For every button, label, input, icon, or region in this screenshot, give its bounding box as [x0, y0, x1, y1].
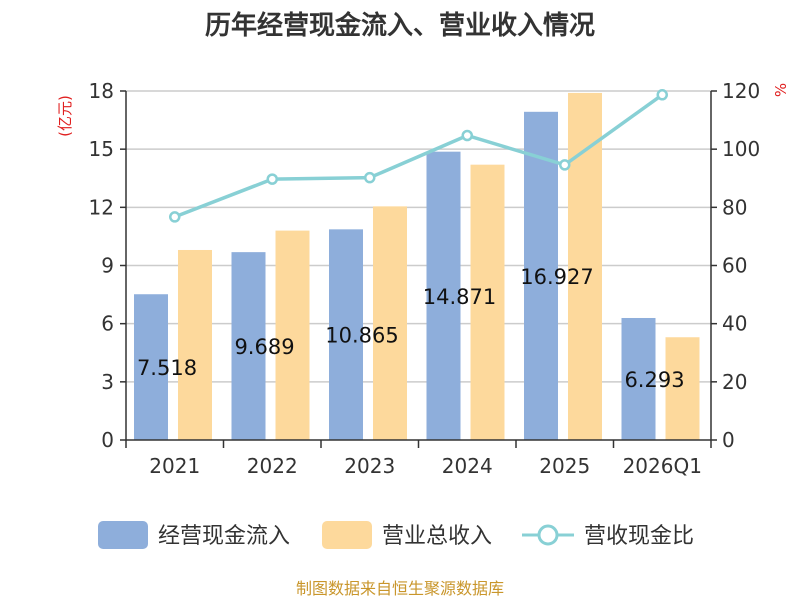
- right-tick-label: 20: [722, 370, 747, 394]
- x-tick-label: 2021: [149, 454, 200, 478]
- ratio-line-path: [174, 93, 664, 219]
- legend: 经营现金流入 营业总收入 营收现金比: [98, 521, 694, 549]
- left-tick-label: 3: [101, 370, 114, 394]
- left-axis-unit: (亿元): [56, 95, 74, 137]
- left-tick-label: 0: [101, 428, 114, 452]
- ratio-point: [656, 89, 668, 101]
- bar-revenue: [373, 206, 407, 440]
- right-tick-label: 80: [722, 195, 747, 219]
- left-tick-label: 15: [89, 137, 114, 161]
- source-note: 制图数据来自恒生聚源数据库: [296, 579, 504, 598]
- right-tick-label: 40: [722, 312, 747, 336]
- bar-cash-inflow: [231, 252, 266, 440]
- x-tick-label: 2022: [247, 454, 298, 478]
- bar-cash-inflow: [524, 111, 558, 441]
- bar-cash-inflow: [329, 229, 363, 440]
- left-tick-label: 18: [89, 79, 114, 103]
- ratio-point: [266, 173, 278, 185]
- bar-cash-inflow: [426, 151, 461, 440]
- bar-cash-inflow: [621, 317, 656, 440]
- ratio-point: [364, 171, 376, 184]
- legend-label-revenue: 营业总收入: [382, 524, 492, 549]
- left-tick-label: 12: [89, 195, 114, 219]
- data-label-cash-inflow: 14.871: [423, 285, 496, 309]
- legend-marker-ratio: [537, 524, 559, 546]
- data-label-cash-inflow: 9.689: [234, 335, 294, 359]
- data-label-cash-inflow: 6.293: [624, 368, 684, 392]
- data-label-cash-inflow: 7.518: [137, 356, 197, 380]
- bar-revenue: [470, 164, 505, 440]
- right-tick-label: 60: [722, 254, 747, 278]
- bar-revenue: [665, 337, 700, 440]
- ratio-point: [169, 211, 181, 223]
- x-tick-label: 2026Q1: [623, 454, 702, 478]
- data-label-cash-inflow: 16.927: [520, 265, 593, 289]
- right-tick-label: 100: [722, 137, 760, 161]
- right-axis-unit: %: [772, 83, 790, 97]
- data-label-cash-inflow: 10.865: [325, 324, 398, 348]
- bar-cash-inflow: [134, 294, 168, 440]
- ratio-point: [559, 159, 571, 171]
- ratio-line: [169, 89, 668, 223]
- legend-label-cash-inflow: 经营现金流入: [158, 524, 290, 549]
- left-tick-label: 9: [101, 254, 114, 278]
- bars: [134, 92, 700, 441]
- left-tick-label: 6: [101, 312, 114, 336]
- legend-swatch-cash-inflow: [98, 521, 148, 549]
- legend-label-ratio: 营收现金比: [584, 524, 694, 549]
- data-labels: 7.518 9.689 10.865 14.871 16.927 6.293: [137, 265, 685, 392]
- right-tick-label: 120: [722, 79, 760, 103]
- x-tick-label: 2024: [442, 454, 493, 478]
- x-tick-label: 2023: [344, 454, 395, 478]
- x-tick-label: 2025: [539, 454, 590, 478]
- bar-revenue: [275, 230, 310, 440]
- bar-revenue: [178, 249, 212, 440]
- grid: [126, 90, 711, 383]
- chart-title: 历年经营现金流入、营业收入情况: [205, 10, 595, 41]
- legend-swatch-revenue: [322, 521, 372, 549]
- right-tick-label: 0: [722, 428, 735, 452]
- ratio-point: [461, 129, 473, 142]
- axes: 0 3 6 9 12 15 18 0 20 40 60 80 100 120 2021 2022 2023 202…: [89, 79, 761, 478]
